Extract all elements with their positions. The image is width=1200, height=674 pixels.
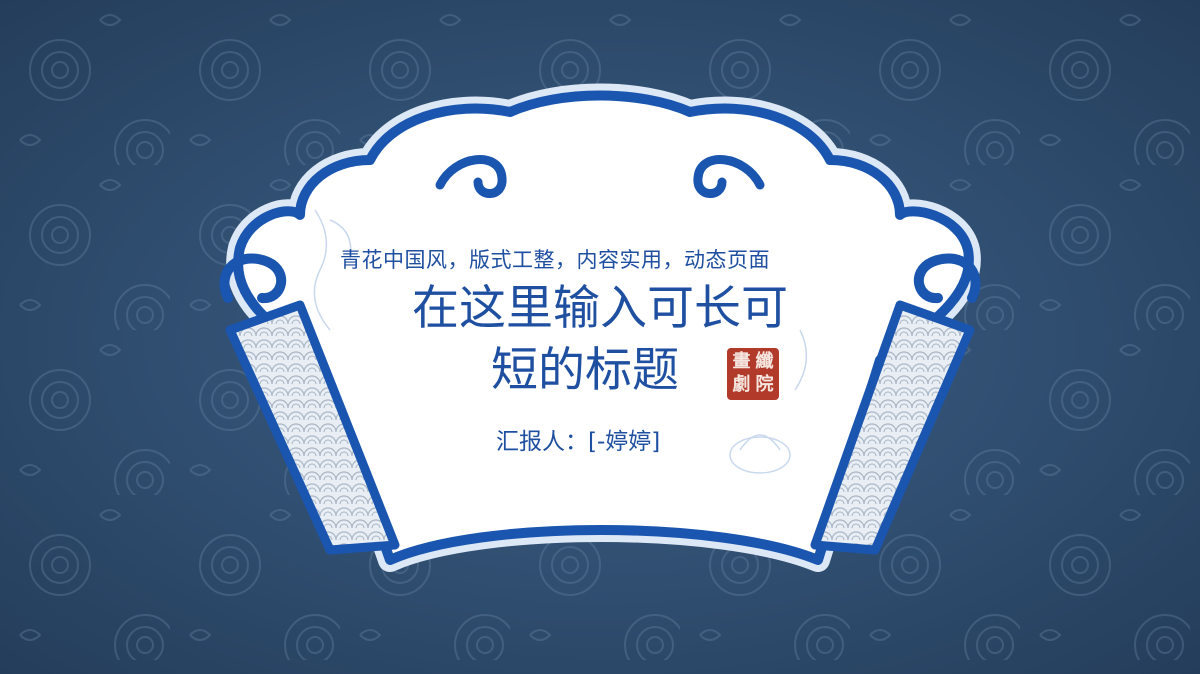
scroll-right-roll [810,253,981,555]
cloud-scroll-icon [435,155,765,198]
slide-subtitle: 青花中国风，版式工整，内容实用，动态页面 [340,248,770,272]
lotus-decoration-icon [313,209,808,474]
seal-char: 畫 [732,351,751,372]
slide-title-line-2: 短的标题 [491,343,679,398]
reporter-label: 汇报人：[-婷婷] [496,429,661,455]
seal-char: 院 [755,374,774,395]
seal-char: 劇 [732,374,751,395]
scroll-left-roll [219,253,400,555]
seal-stamp-icon: 畫 纖 劇 院 [727,348,779,400]
slide-title-line-1: 在这里输入可长可 [412,281,788,336]
seal-char: 纖 [755,351,774,372]
